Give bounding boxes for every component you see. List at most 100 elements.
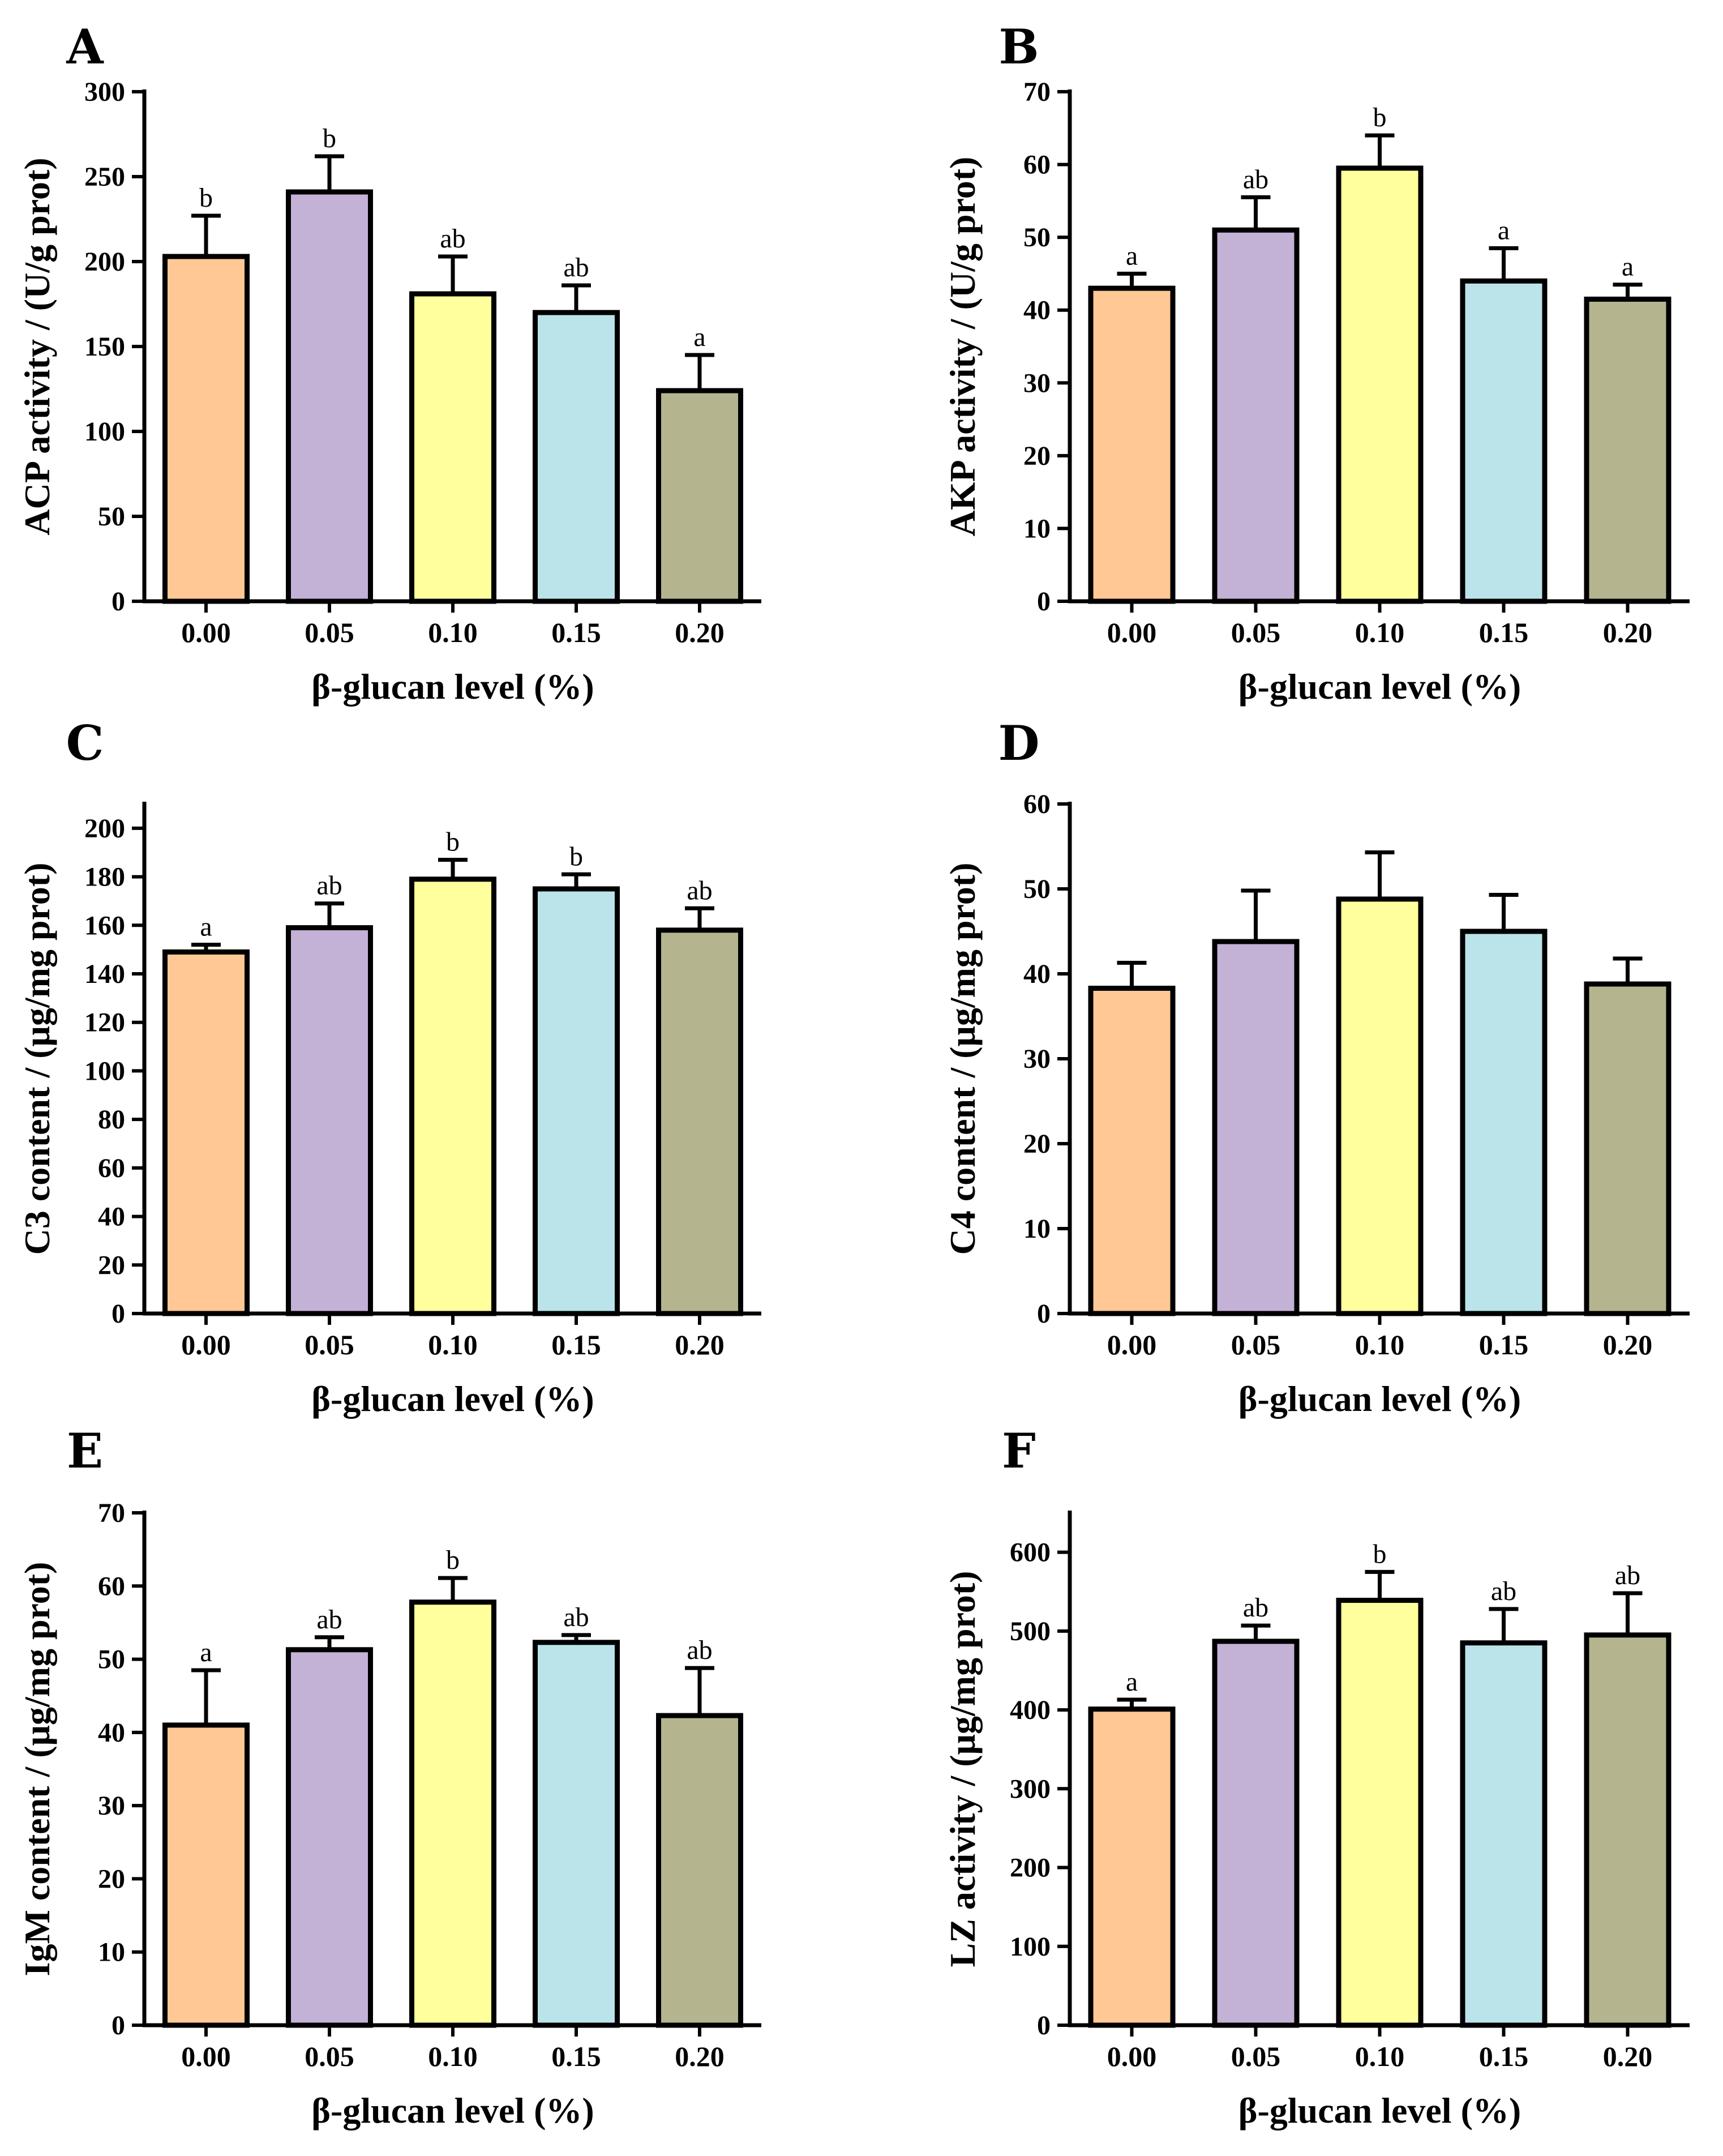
significance-letter: a	[200, 1637, 212, 1667]
panel-d: D 0 10 20 30 40 50 60 0.00 0.05 0.10 0.15 0.20 β-gluc…	[942, 715, 1690, 1419]
y-tick-label: 10	[1023, 514, 1051, 544]
error-bar	[1613, 1591, 1643, 1635]
significance-letter: ab	[687, 1635, 712, 1665]
panel-b: Ba ab b a a 0 10 20 30 40 50 60 70 0.00 0.05 0.10 0.15 0.…	[942, 19, 1690, 707]
error-bar	[1613, 956, 1643, 984]
significance-letter: b	[569, 841, 583, 871]
bar	[286, 925, 373, 1316]
significance-letter: b	[199, 183, 213, 213]
y-tick-label: 100	[84, 417, 125, 447]
y-tick-label: 0	[1037, 2010, 1051, 2040]
x-axis-title: β-glucan level (%)	[1238, 666, 1521, 707]
bar	[1460, 278, 1548, 604]
error-bar	[191, 1668, 221, 1725]
significance-letter: ab	[563, 253, 589, 283]
significance-letter: ab	[1615, 1560, 1640, 1590]
x-tick-label: 0.05	[305, 617, 354, 648]
error-bar	[1489, 893, 1519, 931]
significance-letter: b	[446, 1545, 460, 1575]
y-axis-title: LZ activity / (μg/mg prot)	[942, 1571, 983, 1967]
panel-letter: D	[998, 715, 1040, 771]
x-tick-label: 0.00	[181, 2040, 231, 2072]
y-tick-label: 20	[98, 1864, 125, 1894]
y-tick-label: 250	[84, 162, 125, 192]
bar	[1584, 296, 1671, 604]
error-bar	[562, 872, 591, 889]
bar	[409, 876, 496, 1316]
bar	[1584, 981, 1671, 1316]
x-tick-label: 0.10	[1355, 2040, 1405, 2072]
bar	[1584, 1632, 1671, 2028]
y-tick-label: 40	[98, 1718, 125, 1748]
error-bar	[315, 154, 344, 192]
error-bar	[1241, 1623, 1271, 1641]
y-tick-label: 160	[84, 910, 125, 940]
x-axis-title: β-glucan level (%)	[311, 2090, 594, 2131]
significance-letter: a	[1126, 241, 1138, 271]
y-tick-label: 180	[84, 862, 125, 892]
significance-letter: ab	[687, 875, 712, 905]
y-tick-label: 50	[1023, 874, 1051, 904]
error-bar	[1117, 1697, 1147, 1709]
y-tick-label: 10	[1023, 1214, 1051, 1244]
y-tick-label: 30	[1023, 1044, 1051, 1074]
error-bar	[685, 906, 714, 930]
bar	[1088, 285, 1176, 604]
x-tick-label: 0.10	[1355, 617, 1405, 648]
y-tick-label: 60	[1023, 789, 1051, 819]
x-tick-label: 0.15	[1479, 1329, 1529, 1361]
bar	[162, 254, 250, 604]
x-tick-label: 0.15	[551, 2040, 601, 2072]
significance-letter: ab	[1243, 164, 1268, 194]
error-bar	[438, 1576, 468, 1602]
significance-letter: ab	[440, 224, 465, 254]
y-tick-label: 600	[1010, 1538, 1051, 1568]
significance-letter: a	[693, 322, 705, 352]
bar	[1212, 939, 1300, 1316]
x-tick-label: 0.10	[428, 2040, 478, 2072]
y-tick-label: 40	[98, 1202, 125, 1232]
y-tick-label: 60	[98, 1153, 125, 1183]
x-tick-label: 0.15	[1479, 2040, 1529, 2072]
bar	[1336, 1598, 1424, 2028]
x-tick-label: 0.05	[1231, 1329, 1281, 1361]
significance-letter: b	[323, 123, 336, 153]
significance-letter: b	[1373, 1539, 1387, 1569]
y-tick-label: 50	[98, 502, 125, 532]
error-bar	[1241, 195, 1271, 230]
bar	[286, 189, 373, 604]
bar	[409, 291, 496, 604]
y-axis-title: ACP activity / (U/g prot)	[17, 157, 57, 535]
y-tick-label: 100	[1010, 1932, 1051, 1962]
panel-letter: F	[1002, 1423, 1036, 1479]
error-bar	[1489, 246, 1519, 281]
y-tick-label: 0	[112, 1299, 125, 1329]
error-bar	[1117, 961, 1147, 989]
significance-letter: ab	[316, 1605, 342, 1635]
significance-letter: a	[1498, 215, 1510, 245]
y-tick-label: 0	[112, 587, 125, 617]
bar	[409, 1599, 496, 2028]
x-tick-label: 0.15	[1479, 617, 1529, 648]
significance-letter: ab	[563, 1602, 589, 1632]
significance-letter: a	[1622, 252, 1634, 282]
significance-letter: b	[446, 827, 460, 857]
x-tick-label: 0.20	[675, 1329, 725, 1361]
significance-letter: b	[1373, 102, 1387, 132]
x-tick-label: 0.20	[1603, 617, 1653, 648]
x-tick-label: 0.00	[1107, 1329, 1157, 1361]
y-tick-label: 20	[98, 1250, 125, 1280]
error-bar	[1489, 1607, 1519, 1643]
error-bar	[1117, 271, 1147, 289]
x-tick-label: 0.05	[1231, 2040, 1281, 2072]
significance-letter: ab	[1243, 1593, 1268, 1623]
x-tick-label: 0.10	[1355, 1329, 1405, 1361]
error-bar	[315, 901, 344, 928]
x-axis-title: β-glucan level (%)	[1238, 1379, 1521, 1419]
bar	[656, 388, 743, 604]
y-tick-label: 50	[1023, 223, 1051, 253]
y-tick-label: 150	[84, 332, 125, 362]
y-tick-label: 80	[98, 1105, 125, 1135]
significance-letter: ab	[316, 871, 342, 901]
x-tick-label: 0.10	[428, 1329, 478, 1361]
